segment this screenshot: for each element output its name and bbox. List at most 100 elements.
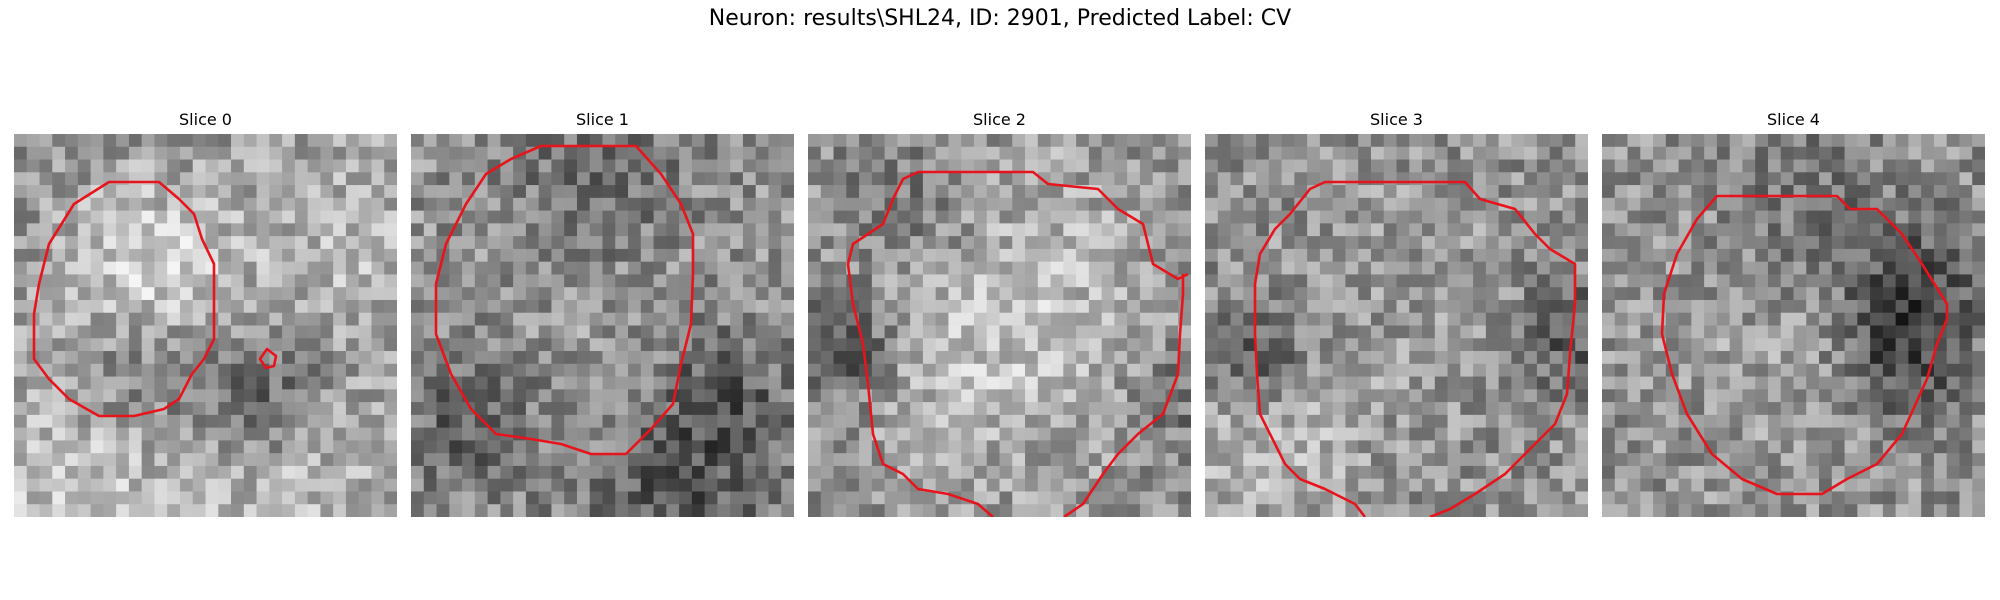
pixel bbox=[704, 248, 718, 263]
pixel bbox=[423, 351, 438, 365]
pixel bbox=[1511, 261, 1525, 276]
pixel bbox=[1088, 172, 1103, 186]
pixel bbox=[653, 504, 667, 517]
pixel bbox=[345, 223, 360, 237]
pixel bbox=[103, 134, 117, 148]
pixel bbox=[1447, 478, 1461, 493]
pixel bbox=[141, 159, 156, 173]
pixel bbox=[999, 146, 1013, 161]
pixel bbox=[897, 504, 911, 517]
pixel bbox=[1678, 453, 1692, 467]
pixel bbox=[1549, 440, 1564, 454]
pixel bbox=[1256, 478, 1270, 493]
pixel bbox=[1844, 453, 1858, 467]
pixel bbox=[1422, 159, 1436, 173]
contour-overlay bbox=[32, 180, 278, 418]
pixel bbox=[1473, 465, 1487, 480]
pixel bbox=[1319, 287, 1334, 301]
pixel bbox=[269, 491, 283, 505]
pixel bbox=[781, 134, 794, 148]
pixel bbox=[755, 491, 770, 505]
pixel bbox=[1101, 363, 1115, 378]
pixel bbox=[551, 274, 565, 288]
pixel bbox=[333, 414, 347, 429]
pixel bbox=[935, 197, 950, 212]
pixel bbox=[1704, 134, 1718, 148]
pixel bbox=[730, 440, 744, 454]
pixel bbox=[1665, 414, 1680, 429]
pixel bbox=[1716, 172, 1731, 186]
pixel bbox=[513, 376, 527, 390]
pixel bbox=[192, 248, 207, 263]
pixel bbox=[1025, 274, 1039, 288]
pixel bbox=[474, 478, 489, 493]
pixel bbox=[1780, 453, 1795, 467]
pixel bbox=[628, 491, 642, 505]
pixel bbox=[999, 440, 1013, 454]
pixel bbox=[192, 287, 207, 301]
pixel bbox=[1665, 389, 1680, 403]
pixel bbox=[333, 248, 347, 263]
pixel bbox=[948, 427, 962, 441]
pixel bbox=[859, 325, 873, 339]
pixel bbox=[1485, 389, 1500, 403]
pixel bbox=[999, 312, 1013, 327]
pixel bbox=[1294, 465, 1308, 480]
pixel bbox=[282, 146, 296, 161]
pixel bbox=[922, 223, 937, 237]
pixel bbox=[1946, 478, 1961, 493]
pixel bbox=[1806, 312, 1820, 327]
pixel bbox=[154, 465, 168, 480]
pixel bbox=[999, 134, 1013, 148]
pixel bbox=[320, 223, 334, 237]
pixel bbox=[39, 159, 53, 173]
pixel bbox=[231, 478, 245, 493]
pixel bbox=[1806, 440, 1820, 454]
pixel bbox=[755, 325, 770, 339]
pixel bbox=[1230, 504, 1244, 517]
pixel bbox=[1767, 440, 1782, 454]
pixel bbox=[307, 172, 321, 186]
pixel bbox=[77, 146, 92, 161]
pixel bbox=[1806, 478, 1820, 493]
pixel bbox=[1217, 453, 1232, 467]
pixel bbox=[1844, 389, 1858, 403]
pixel bbox=[973, 325, 988, 339]
pixel bbox=[307, 210, 321, 224]
pixel bbox=[1217, 159, 1232, 173]
pixel bbox=[1217, 325, 1232, 339]
pixel bbox=[1640, 210, 1654, 224]
pixel bbox=[1460, 376, 1474, 390]
pixel bbox=[640, 274, 655, 288]
pixel bbox=[538, 440, 553, 454]
grayscale-pixel-grid bbox=[808, 134, 1191, 517]
pixel bbox=[1729, 414, 1744, 429]
pixel bbox=[231, 351, 245, 365]
pixel bbox=[1460, 363, 1474, 378]
pixel bbox=[961, 325, 975, 339]
pixel bbox=[90, 146, 104, 161]
pixel bbox=[1640, 261, 1654, 276]
pixel bbox=[781, 465, 794, 480]
pixel bbox=[1819, 453, 1833, 467]
pixel bbox=[961, 185, 975, 199]
pixel bbox=[1422, 453, 1436, 467]
pixel bbox=[1139, 504, 1154, 517]
pixel bbox=[1127, 453, 1141, 467]
pixel bbox=[1460, 223, 1474, 237]
pixel bbox=[615, 197, 629, 212]
pixel bbox=[691, 172, 706, 186]
pixel bbox=[1793, 146, 1807, 161]
pixel bbox=[1793, 465, 1807, 480]
pixel bbox=[1562, 185, 1576, 199]
pixel bbox=[345, 465, 360, 480]
pixel bbox=[462, 414, 476, 429]
pixel bbox=[1933, 185, 1948, 199]
pixel bbox=[679, 453, 693, 467]
pixel bbox=[986, 427, 1001, 441]
pixel bbox=[1844, 185, 1858, 199]
pixel bbox=[820, 236, 835, 250]
pixel bbox=[704, 146, 718, 161]
pixel bbox=[116, 338, 130, 352]
pixel bbox=[39, 210, 53, 224]
